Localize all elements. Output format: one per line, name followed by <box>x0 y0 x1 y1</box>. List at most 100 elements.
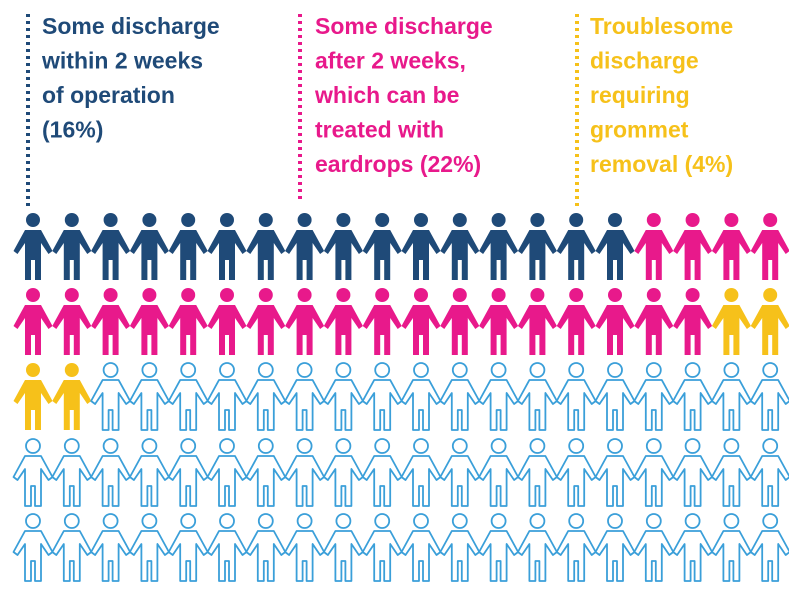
person-icon <box>594 362 636 431</box>
icon-head <box>297 213 312 227</box>
icon-body <box>285 305 325 355</box>
label-text: which can be <box>314 82 459 108</box>
icon-body <box>245 455 287 507</box>
icon-body <box>12 455 54 507</box>
icon-head <box>374 513 391 529</box>
icon-head <box>685 288 700 302</box>
icon-head <box>336 288 351 302</box>
icon-head <box>63 513 80 529</box>
icon-head <box>529 362 546 378</box>
icon-body <box>634 230 674 280</box>
person-icon <box>323 213 363 280</box>
person-icon <box>13 288 53 355</box>
person-icon <box>207 288 247 355</box>
person-icon <box>400 362 442 431</box>
person-icon <box>672 513 713 582</box>
icon-body <box>52 230 92 280</box>
icon-body <box>594 379 636 431</box>
label-text: grommet <box>590 117 689 143</box>
icon-body <box>246 230 286 280</box>
icon-body <box>672 379 713 431</box>
icon-body <box>167 530 209 582</box>
person-icon <box>52 288 92 355</box>
icon-body <box>168 230 208 280</box>
icon-body <box>594 455 636 507</box>
icon-body <box>206 530 248 582</box>
label-text: Troublesome <box>590 13 733 39</box>
icon-body <box>556 305 596 355</box>
icon-body <box>517 379 558 431</box>
value-label: (22%) <box>420 151 481 177</box>
person-icon <box>90 438 131 507</box>
icon-body <box>90 455 131 507</box>
person-icon <box>633 362 675 431</box>
icon-head <box>374 362 391 378</box>
label-line: Some discharge <box>42 13 220 39</box>
person-icon <box>323 288 363 355</box>
person-icon <box>711 438 752 507</box>
icon-body <box>555 530 597 582</box>
icon-head <box>529 438 546 454</box>
icon-head <box>568 513 585 529</box>
icon-body <box>245 530 287 582</box>
person-icon <box>673 288 713 355</box>
icon-body <box>711 455 752 507</box>
icon-body <box>129 305 169 355</box>
icon-body <box>51 530 93 582</box>
icon-head <box>26 288 40 302</box>
icon-body <box>517 530 558 582</box>
icon-head <box>26 363 40 377</box>
icon-body <box>12 530 54 582</box>
icon-body <box>362 230 402 280</box>
person-icon <box>206 362 248 431</box>
icon-body <box>168 305 208 355</box>
icon-body <box>206 455 248 507</box>
label-line: of operation <box>42 82 175 108</box>
label-line: grommet <box>590 117 689 143</box>
icon-head <box>64 213 79 227</box>
icon-head <box>335 362 352 378</box>
person-icon <box>517 288 557 355</box>
person-icon <box>90 513 131 582</box>
person-icon <box>673 213 713 280</box>
person-icon <box>401 213 441 280</box>
icon-body <box>594 530 636 582</box>
person-icon <box>401 288 441 355</box>
icon-head <box>374 438 391 454</box>
label-text: treated with <box>315 117 444 143</box>
icon-head <box>180 438 197 454</box>
icon-body <box>322 530 364 582</box>
person-icon <box>749 438 789 507</box>
icon-head <box>219 513 235 529</box>
icon-head <box>762 513 779 529</box>
icon-head <box>723 513 740 529</box>
icon-head <box>490 362 507 378</box>
icon-head <box>529 513 546 529</box>
person-icon <box>361 513 403 582</box>
icon-head <box>220 288 234 302</box>
person-icon <box>128 438 170 507</box>
icon-head <box>142 213 157 227</box>
person-icon <box>129 288 169 355</box>
person-icon <box>245 513 287 582</box>
person-icon <box>322 513 364 582</box>
icon-body <box>129 230 169 280</box>
icon-body <box>323 305 363 355</box>
icon-body <box>555 455 597 507</box>
person-icon <box>168 288 208 355</box>
icon-head <box>413 513 429 529</box>
icon-body <box>207 230 247 280</box>
icon-body <box>128 379 170 431</box>
icon-head <box>607 513 623 529</box>
icon-body <box>51 455 93 507</box>
person-icon <box>12 513 54 582</box>
icon-head <box>25 513 41 529</box>
person-icon <box>322 362 364 431</box>
person-icon <box>285 213 325 280</box>
person-icon <box>90 362 131 431</box>
icon-body <box>13 305 53 355</box>
person-icon <box>711 513 752 582</box>
icon-body <box>633 379 675 431</box>
icon-body <box>517 230 557 280</box>
icon-body <box>400 530 442 582</box>
